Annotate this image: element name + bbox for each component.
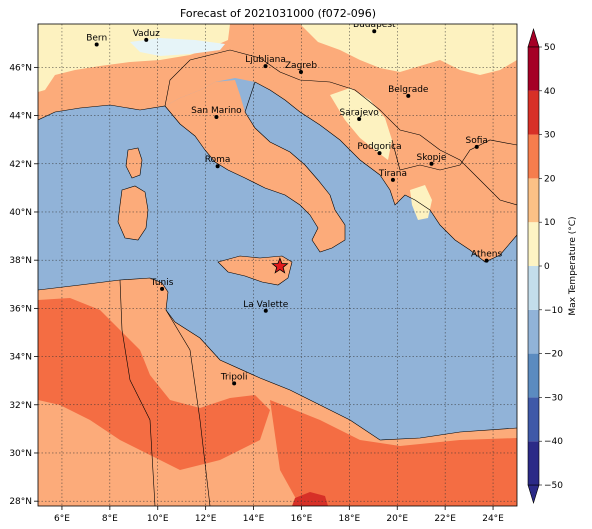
lat-tick-label: 36°N: [9, 304, 32, 314]
lat-tick-label: 28°N: [9, 497, 32, 507]
lon-tick-label: 10°E: [147, 514, 169, 524]
city-dot[interactable]: [372, 29, 377, 34]
city-label: Belgrade: [388, 85, 429, 95]
map-gridlines: [38, 24, 517, 506]
latitude-ticks: 46°N 44°N 42°N 40°N 38°N 36°N 34°N 32°N 30°N 28°N: [9, 63, 38, 507]
colorbar-segment: [528, 178, 539, 223]
colorbar-tick-label: 40: [544, 87, 556, 97]
city-dot[interactable]: [390, 177, 395, 182]
city-label: La Valette: [243, 300, 288, 310]
north-africa-very-hot-spot: [292, 492, 328, 506]
lon-tick-label: 8°E: [102, 514, 118, 524]
city-dot[interactable]: [160, 286, 165, 291]
colorbar-segment: [528, 134, 539, 179]
colorbar-tick-label: 50: [544, 43, 556, 53]
sicily-land: [218, 256, 292, 285]
colorbar-tick-label: −10: [544, 306, 563, 316]
lon-tick-label: 24°E: [482, 514, 504, 524]
city-dot[interactable]: [298, 69, 303, 74]
city-label: Podgorica: [357, 142, 401, 152]
map-frame: [37, 23, 518, 507]
city-label: Sofia: [466, 136, 488, 146]
lon-tick-label: 12°E: [195, 514, 217, 524]
colorbar-segment: [528, 266, 539, 310]
colorbar-max-extension: [527, 27, 540, 48]
city-label: Tripoli: [220, 372, 248, 382]
city-label: Ljubljana: [245, 55, 286, 65]
lat-tick-label: 40°N: [9, 208, 32, 218]
city-label: Bern: [86, 33, 107, 43]
lon-tick-label: 20°E: [386, 514, 408, 524]
city-label: Athens: [471, 250, 502, 260]
lon-tick-label: 22°E: [434, 514, 456, 524]
lon-tick-label: 18°E: [339, 514, 361, 524]
colorbar-segment: [528, 222, 539, 266]
lat-tick-label: 44°N: [9, 112, 32, 122]
city-dot[interactable]: [263, 64, 268, 69]
colorbar-tick-label: −20: [544, 350, 563, 360]
city-label: San Marino: [191, 106, 242, 116]
city-dot[interactable]: [474, 144, 479, 149]
colorbar-segment: [528, 90, 539, 135]
city-label: Roma: [205, 155, 231, 165]
colorbar-tick-label: 30: [544, 131, 556, 141]
corsica-land: [126, 148, 142, 178]
lat-tick-label: 46°N: [9, 63, 32, 73]
north-africa-hot-zone: [38, 298, 517, 506]
colorbar-tick-label: −40: [544, 437, 563, 447]
city-dot[interactable]: [484, 258, 489, 263]
country-borders: [38, 49, 517, 506]
city-label: Budapest: [353, 20, 396, 30]
city-label: Sarajevo: [340, 108, 380, 118]
colorbar-tick-label: 10: [544, 218, 556, 228]
city-dot[interactable]: [94, 42, 99, 47]
city-dot[interactable]: [214, 115, 219, 120]
colorbar-tick-label: −50: [544, 481, 563, 491]
city-label: Skopje: [417, 153, 447, 163]
city-dot[interactable]: [144, 37, 149, 42]
colorbar-tick-label: 20: [544, 174, 556, 184]
colorbar: 50 40 30 20 10 0 −10 −20 −30 −40 −50: [527, 27, 563, 505]
lon-tick-label: 16°E: [291, 514, 313, 524]
city-label: Zagreb: [285, 61, 317, 71]
city-dot[interactable]: [232, 381, 237, 386]
colorbar-min-extension: [527, 484, 540, 505]
city-label: Tirana: [378, 169, 407, 179]
city-label: Tunis: [150, 278, 174, 288]
figure-title: Forecast of 2021031000 (f072-096): [180, 7, 376, 20]
lat-tick-label: 34°N: [9, 353, 32, 363]
longitude-ticks: 6°E 8°E 10°E 12°E 14°E 16°E 18°E 20°E 22°E 24°E: [54, 506, 504, 524]
colorbar-tick-label: −30: [544, 393, 563, 403]
colorbar-segment: [528, 309, 539, 354]
city-label: Vaduz: [133, 29, 160, 39]
city-dot[interactable]: [377, 151, 382, 156]
city-dot[interactable]: [357, 116, 362, 121]
lat-tick-label: 42°N: [9, 160, 32, 170]
lon-tick-label: 14°E: [243, 514, 265, 524]
pannonian-mild-zone: [300, 24, 517, 75]
lon-tick-label: 6°E: [54, 514, 70, 524]
alps-cool-strip: [130, 38, 225, 56]
lat-tick-label: 30°N: [9, 449, 32, 459]
colorbar-label: Max Temperature (°C): [568, 216, 578, 315]
sardinia-land: [118, 186, 148, 240]
city-dot[interactable]: [215, 164, 220, 169]
colorbar-tick-label: 0: [544, 262, 550, 272]
colorbar-segment: [528, 47, 539, 91]
star-marker[interactable]: [271, 257, 289, 274]
italy-land: [165, 80, 345, 252]
lat-tick-label: 38°N: [9, 256, 32, 266]
city-dot[interactable]: [406, 93, 411, 98]
city-dot[interactable]: [429, 161, 434, 166]
lat-tick-label: 32°N: [9, 401, 32, 411]
colorbar-segment: [528, 441, 539, 485]
city-dot[interactable]: [263, 308, 268, 313]
colorbar-segment: [528, 353, 539, 398]
colorbar-segment: [528, 397, 539, 442]
